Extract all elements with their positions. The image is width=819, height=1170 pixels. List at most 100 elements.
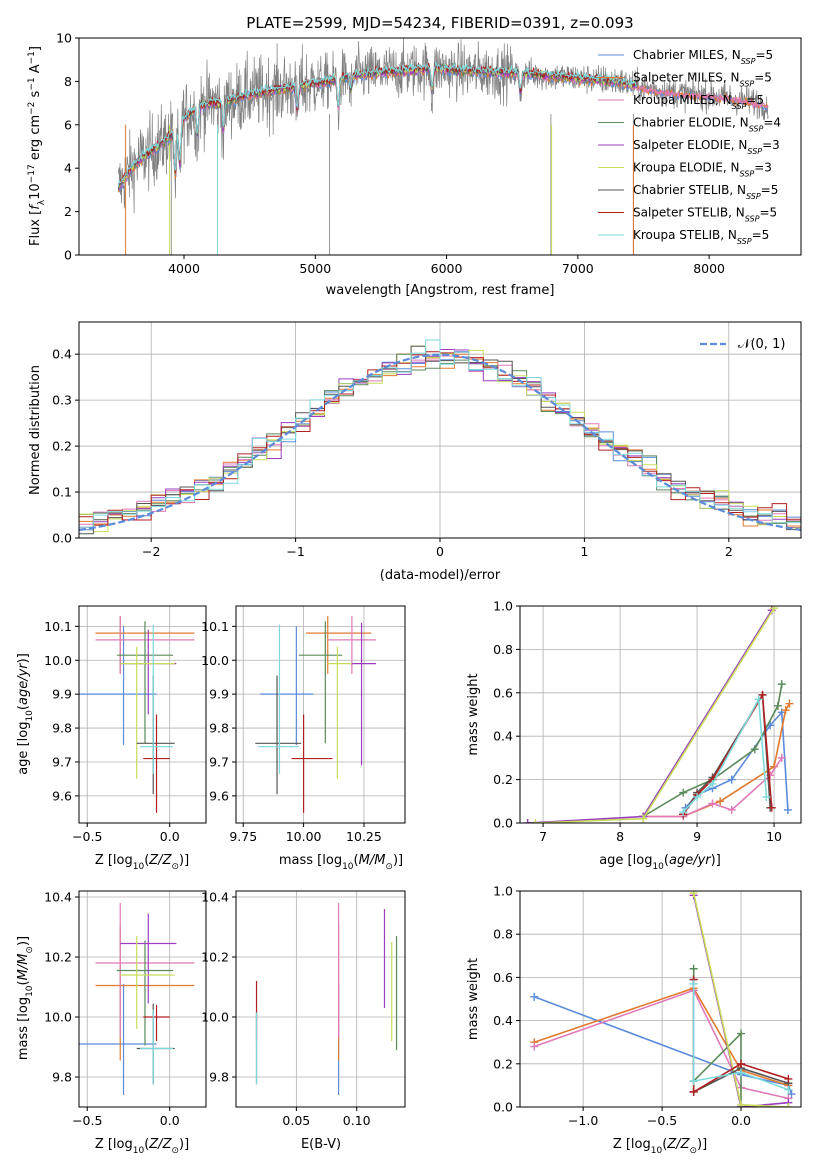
point-marker [777,753,786,762]
point-marker [727,775,736,784]
label-part: ] [28,46,43,51]
label-part: )] [697,1137,707,1152]
point-marker [689,1087,698,1096]
point-marker [531,819,540,823]
axes-border [78,37,802,256]
legend-label: Chabrier ELODIE, NSSP=4 [633,116,781,134]
legend-count: =3 [754,161,772,175]
y-tick-label: 10.0 [44,653,72,668]
point-marker [777,680,786,689]
errorbar-salpeter-stelib [143,714,170,813]
y-tick-label: 10.1 [201,619,229,634]
x-tick-label: 4000 [168,261,200,276]
x-axis-label: (data-model)/error [380,568,501,583]
label-part: Z [log [95,1137,133,1152]
legend-sub: SSP [740,169,755,178]
series-salpeter-miles [530,984,793,1090]
y-tick-label: 9.7 [209,754,229,769]
label-part: −17 [27,164,37,183]
label-part: ( [16,980,31,985]
label-part: )] [393,853,403,868]
axes-border [78,605,207,824]
errorbar-salpeter-elodie [120,913,177,1004]
label-part: ⊙ [385,862,393,872]
y-tick-label: 0.4 [493,1013,513,1028]
point-marker [689,891,698,898]
legend-count: =4 [763,116,781,130]
y-tick-label: 10.4 [44,890,72,905]
axes-frame: 7 8 9 10 0.0 0.2 0.4 0.6 0.8 1.0 [493,599,802,844]
point-marker [737,1100,746,1107]
label-part: ( [16,705,31,710]
point-marker [679,808,688,817]
point-marker [758,690,767,699]
series-kroupa-stelib [689,979,793,1094]
label-part: )] [16,936,31,946]
x-tick-label: 0.05 [282,1113,310,1128]
x-tick-label: −0.5 [72,829,102,844]
x-tick-label: −0.5 [72,1113,102,1128]
mass-weight-vs-metallicity-panel: −1.0 −0.5 0.0 0.0 0.2 0.4 0.6 0.8 1.0 mass weight… [466,884,802,1156]
label-part: −1 [27,51,37,64]
legend-label: Salpeter MILES, NSSP=5 [633,71,772,89]
label-part: 𝒩 [738,337,753,352]
label-part: age/yr [16,662,31,705]
errorbar-chabrier-elodie [116,940,174,1046]
label-part: ( [144,1137,149,1152]
label-part: −1 [27,77,37,90]
legend-text: Kroupa ELODIE, N [633,161,740,175]
errorbar-kroupa-stelib [140,1009,174,1085]
y-tick-label: 10.0 [201,1010,229,1025]
errorbar-chabrier-stelib [255,675,302,795]
legend-sub: SSP [737,237,752,246]
label-part: ( [664,853,669,868]
x-tick-label: 1 [580,544,588,559]
y-axis-label: Normed distribution [28,365,43,495]
label-part: age [log [599,853,652,868]
y-tick-label: 0.0 [52,531,72,546]
point-marker [754,695,763,704]
legend-label: Chabrier MILES, NSSP=5 [633,48,773,66]
point-marker [762,792,771,801]
label-part: Z [log [95,853,133,868]
residual-histogram-panel: −2 −1 0 1 2 0.0 0.1 0.2 0.3 0.4 𝒩(0, 1) (data-model… [28,321,802,583]
axes-frame: 4000 5000 6000 7000 8000 0 2 4 6 8 10 [56,31,802,276]
label-part: ⊙ [25,946,35,954]
y-tick-label: 10.1 [44,619,72,634]
label-part: A [28,64,43,77]
point-marker [523,819,532,823]
point-marker [689,964,698,973]
label-part: 10 [652,862,664,872]
label-part: −2 [27,102,37,115]
plot-area [79,616,195,813]
point-marker [530,992,539,1001]
label-part: age [log [16,722,31,775]
errorbar-chabrier-elodie [116,621,174,744]
y-tick-label: 9.9 [52,687,72,702]
series-line [533,987,789,1087]
histogram-kroupa-stelib [79,339,801,528]
point-marker [770,606,779,613]
label-part: ( [144,853,149,868]
axes-frame: −1.0 −0.5 0.0 0.0 0.2 0.4 0.6 0.8 1.0 [493,884,802,1128]
legend-label: Chabrier STELIB, NSSP=5 [633,183,778,201]
x-tick-label: −1 [286,544,304,559]
legend-text: Salpeter MILES, N [633,71,740,85]
label-part: )] [179,853,189,868]
mass-vs-metallicity-panel: −0.5 0.09.810.010.210.4Z [log10(Z/Z⊙)]mas… [16,890,207,1156]
errorbar-chabrier-stelib [136,675,175,795]
errorbar-kroupa-elodie [120,646,175,779]
x-axis-label: Z [log10(Z/Z⊙)] [95,853,189,872]
label-part: age/yr [669,853,712,868]
gaussian-curve [79,353,801,531]
series-kroupa-stelib [679,695,771,817]
legend-sub: SSP [747,147,762,156]
errorbar-kroupa-miles [327,616,377,674]
plot-area [255,903,398,1095]
y-tick-label: 9.8 [209,1070,229,1085]
label-part: Z/Z [666,1137,690,1152]
legend-sub: SSP [749,124,764,133]
x-tick-label: 0.0 [731,1113,751,1128]
series-salpeter-stelib [679,690,776,819]
